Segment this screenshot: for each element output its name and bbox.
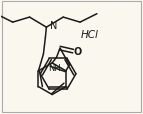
Text: HCl: HCl [81,30,99,40]
Text: N: N [50,21,58,31]
Text: NH: NH [48,64,61,73]
Text: O: O [74,47,82,57]
